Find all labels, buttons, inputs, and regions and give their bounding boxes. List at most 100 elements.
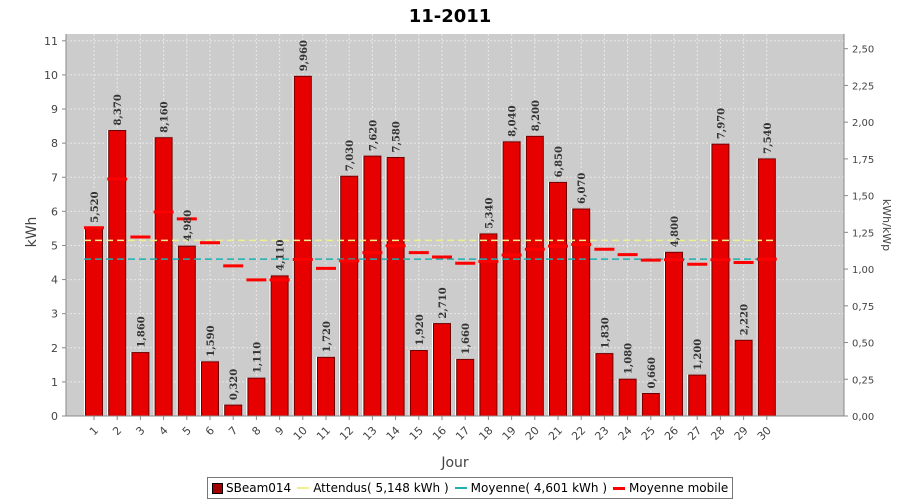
- bar-value-label: 7,030: [345, 140, 356, 171]
- x-tick-label: 9: [273, 424, 287, 438]
- x-tick-label: 29: [732, 424, 751, 443]
- bar-value-label: 5,340: [484, 198, 495, 229]
- legend-swatch-moyenne: [454, 487, 467, 489]
- bar: [85, 227, 103, 417]
- legend-label-sbeam: SBeam014: [226, 481, 292, 495]
- bar-value-label: 2,710: [438, 287, 449, 318]
- x-tick-label: 6: [203, 424, 217, 438]
- bar-value-label: 1,590: [206, 325, 217, 356]
- x-axis-label: Jour: [440, 455, 469, 471]
- y-tick-label: 3: [51, 308, 58, 321]
- bar: [711, 143, 730, 417]
- x-tick-label: 23: [592, 424, 611, 443]
- bar-value-label: 7,620: [368, 120, 379, 151]
- x-tick-label: 21: [546, 424, 565, 443]
- legend-item-moyenne-mobile: Moyenne mobile: [613, 481, 728, 495]
- bar: [131, 352, 150, 417]
- bar: [154, 137, 173, 417]
- x-tick-label: 13: [360, 424, 379, 443]
- y-tick-label: 8: [51, 137, 58, 150]
- x-tick-label: 26: [662, 424, 681, 443]
- bar: [433, 323, 451, 417]
- y-tick-label: 10: [44, 69, 58, 82]
- x-tick-label: 20: [523, 424, 542, 443]
- bar-value-label: 0,320: [229, 369, 240, 400]
- bar-value-label: 8,200: [531, 100, 542, 131]
- y-tick-label: 11: [44, 35, 58, 48]
- bar-value-label: 5,520: [90, 191, 101, 222]
- bar-value-label: 1,110: [252, 342, 263, 373]
- bar-value-label: 1,080: [624, 343, 635, 374]
- bar: [456, 358, 475, 417]
- x-tick-label: 28: [708, 424, 727, 443]
- bar-value-labels: 5,520 8,370 1,860 8,160 4,980 1,590 0,320 1,110…: [90, 40, 774, 400]
- bar-value-label: 0,660: [647, 357, 658, 388]
- x-tick-label: 30: [755, 424, 774, 443]
- bar: [641, 392, 660, 417]
- bar: [201, 361, 219, 417]
- x-tick-label: 14: [384, 424, 403, 443]
- bar-value-label: 1,200: [693, 339, 704, 370]
- bar: [618, 378, 637, 417]
- bar: [386, 156, 405, 417]
- bar: [525, 135, 544, 417]
- bar: [317, 356, 335, 417]
- x-tick-label: 12: [337, 424, 356, 443]
- x-tick-label: 5: [180, 424, 194, 438]
- x-tick-label: 18: [476, 424, 495, 443]
- y-tick-label: 2: [51, 342, 58, 355]
- bar-value-label: 8,040: [508, 105, 519, 136]
- y2-tick-label: 0,00: [852, 412, 874, 423]
- x-tick-label: 22: [569, 424, 588, 443]
- bar: [409, 350, 428, 417]
- y-tick-label: 4: [51, 274, 58, 287]
- bar: [502, 141, 521, 417]
- bar-value-label: 8,160: [160, 101, 171, 132]
- y-tick-label: 5: [51, 239, 58, 252]
- y2-tick-label: 0,25: [852, 375, 874, 386]
- bar-value-label: 4,980: [183, 210, 194, 241]
- legend-item-sbeam: SBeam014: [212, 481, 291, 495]
- y2-tick-label: 0,50: [852, 339, 874, 350]
- bar: [177, 245, 196, 417]
- y-tick-label: 9: [51, 103, 58, 116]
- legend-item-attendus: Attendus( 5,148 kWh ): [297, 481, 449, 495]
- legend-swatch-attendus: [297, 487, 310, 489]
- x-tick-label: 2: [110, 424, 124, 438]
- bar-value-label: 1,720: [322, 321, 333, 352]
- x-tick-label: 16: [430, 424, 449, 443]
- y2-tick-label: 1,25: [852, 228, 874, 239]
- y-tick-label: 7: [51, 171, 58, 184]
- y2-tick-label: 1,00: [852, 265, 874, 276]
- bar: [108, 130, 127, 417]
- x-tick-label: 3: [133, 424, 147, 438]
- bar: [293, 75, 312, 417]
- bar-value-label: 1,830: [600, 317, 611, 348]
- bar-value-label: 9,960: [299, 40, 310, 71]
- x-tick-label: 8: [249, 424, 263, 438]
- bar-value-label: 6,850: [554, 146, 565, 177]
- bar: [549, 181, 567, 417]
- chart-title: 11-2011: [409, 6, 492, 27]
- bar-value-label: 1,860: [136, 316, 147, 347]
- bar-value-label: 6,070: [577, 173, 588, 204]
- bar: [363, 155, 382, 417]
- y2-tick-label: 1,75: [852, 155, 874, 166]
- bars: [83, 75, 776, 417]
- reference-lines: [84, 239, 777, 260]
- bar: [340, 175, 359, 417]
- bar-value-label: 4,110: [276, 239, 287, 270]
- legend-label-moyenne: Moyenne( 4,601 kWh ): [470, 481, 607, 495]
- x-tick-label: 17: [453, 424, 472, 443]
- y-tick-label: 0: [51, 410, 58, 423]
- bar: [665, 251, 683, 417]
- bar: [224, 404, 243, 417]
- legend: SBeam014 Attendus( 5,148 kWh ) Moyenne( …: [207, 477, 734, 499]
- x-tick-label: 10: [291, 424, 310, 443]
- bar-value-label: 1,920: [415, 314, 426, 345]
- x-tick-label: 1: [87, 424, 101, 438]
- x-tick-label: 19: [500, 424, 519, 443]
- bar-value-label: 7,970: [716, 108, 727, 139]
- x-tick-label: 11: [314, 424, 333, 443]
